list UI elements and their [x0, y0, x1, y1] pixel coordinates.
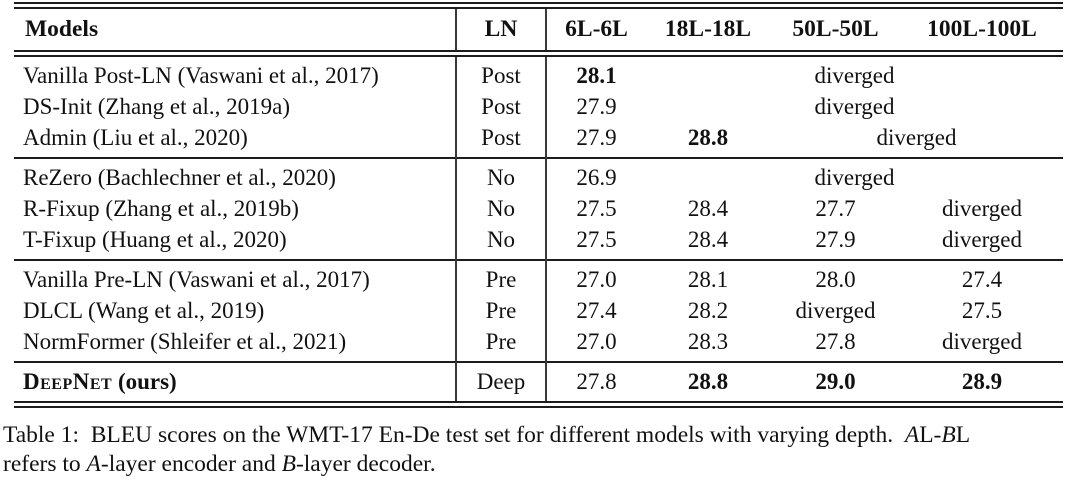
score-cell: 29.0	[815, 369, 856, 394]
table-row: T-Fixup (Huang et al., 2020) No 27.5 28.…	[14, 224, 1063, 260]
table-row: ReZero (Bachlechner et al., 2020) No 26.…	[14, 158, 1063, 193]
deepnet-section: DeepNet (ours) Deep 27.8 28.8 29.0 28.9	[14, 362, 1063, 405]
diverged-cell: diverged	[941, 196, 1023, 221]
model-cell: DeepNet (ours)	[14, 362, 457, 405]
score-cell: 28.4	[687, 227, 729, 252]
model-cell: R-Fixup (Zhang et al., 2019b)	[14, 193, 457, 224]
bleu-results-table: Models LN 6L-6L 18L-18L 50L-50L 100L-100…	[14, 2, 1063, 408]
ln-cell: Pre	[456, 295, 547, 326]
score-cell: 28.1	[687, 267, 729, 292]
diverged-cell: diverged	[814, 94, 895, 119]
header-50l: 50L-50L	[792, 16, 879, 42]
ln-cell: Post	[456, 122, 547, 158]
diverged-cell: diverged	[941, 329, 1023, 354]
header-ln: LN	[456, 5, 547, 54]
score-cell: 27.5	[961, 298, 1003, 323]
header-row: Models LN 6L-6L 18L-18L 50L-50L 100L-100…	[14, 5, 1063, 54]
score-cell: 27.4	[961, 267, 1003, 292]
header-6l: 6L-6L	[565, 16, 628, 42]
ln-cell: Post	[456, 91, 547, 122]
deepnet-suffix: (ours)	[112, 369, 177, 394]
score-cell: 27.8	[576, 369, 617, 394]
score-cell: 27.9	[576, 94, 617, 119]
table-header: Models LN 6L-6L 18L-18L 50L-50L 100L-100…	[14, 5, 1063, 54]
score-cell: 27.9	[815, 227, 856, 252]
table-row: DeepNet (ours) Deep 27.8 28.8 29.0 28.9	[14, 362, 1063, 405]
model-cell: Admin (Liu et al., 2020)	[14, 122, 457, 158]
ln-cell: Post	[456, 53, 547, 91]
caption-line-2: refers to A-layer encoder and B-layer de…	[3, 451, 436, 477]
score-cell: 28.2	[687, 298, 729, 323]
ln-cell: No	[456, 193, 547, 224]
score-cell: 26.9	[576, 165, 617, 190]
score-cell: 27.9	[576, 125, 617, 150]
ln-cell: No	[456, 158, 547, 193]
model-cell: ReZero (Bachlechner et al., 2020)	[14, 158, 457, 193]
pre-ln-section: Vanilla Pre-LN (Vaswani et al., 2017) Pr…	[14, 260, 1063, 362]
table-row: Admin (Liu et al., 2020) Post 27.9 28.8 …	[14, 122, 1063, 158]
caption-line-1: Table 1: BLEU scores on the WMT-17 En-De…	[3, 422, 971, 448]
header-18l: 18L-18L	[664, 16, 752, 42]
model-cell: NormFormer (Shleifer et al., 2021)	[14, 326, 457, 362]
ln-cell: Deep	[456, 362, 547, 405]
diverged-cell: diverged	[814, 63, 895, 88]
diverged-cell: diverged	[941, 227, 1023, 252]
score-cell: 28.0	[815, 267, 856, 292]
score-cell: 27.0	[576, 329, 617, 354]
score-cell: 27.5	[576, 196, 617, 221]
model-cell: DS-Init (Zhang et al., 2019a)	[14, 91, 457, 122]
score-cell: 27.8	[815, 329, 856, 354]
table-row: Vanilla Post-LN (Vaswani et al., 2017) P…	[14, 53, 1063, 91]
score-cell: 28.3	[687, 329, 729, 354]
score-cell: 27.4	[576, 298, 617, 323]
deepnet-name: DeepNet	[23, 369, 113, 394]
score-cell: 28.9	[961, 369, 1003, 394]
score-cell: 28.1	[576, 63, 617, 88]
model-cell: DLCL (Wang et al., 2019)	[14, 295, 457, 326]
header-100l: 100L-100L	[927, 16, 1037, 42]
table-row: DLCL (Wang et al., 2019) Pre 27.4 28.2 d…	[14, 295, 1063, 326]
table-caption: Table 1: BLEU scores on the WMT-17 En-De…	[3, 421, 1080, 479]
score-cell: 28.4	[687, 196, 729, 221]
score-cell: 27.5	[576, 227, 617, 252]
no-ln-section: ReZero (Bachlechner et al., 2020) No 26.…	[14, 158, 1063, 260]
score-cell: 28.8	[687, 125, 729, 150]
model-cell: Vanilla Pre-LN (Vaswani et al., 2017)	[14, 260, 457, 295]
ln-cell: No	[456, 224, 547, 260]
post-ln-section: Vanilla Post-LN (Vaswani et al., 2017) P…	[14, 53, 1063, 158]
header-models: Models	[14, 5, 457, 54]
table-row: DS-Init (Zhang et al., 2019a) Post 27.9 …	[14, 91, 1063, 122]
diverged-cell: diverged	[876, 125, 957, 150]
score-cell: 27.7	[815, 196, 856, 221]
score-cell: 27.0	[576, 267, 617, 292]
score-cell: 28.8	[687, 369, 729, 394]
table-row: R-Fixup (Zhang et al., 2019b) No 27.5 28…	[14, 193, 1063, 224]
table-row: NormFormer (Shleifer et al., 2021) Pre 2…	[14, 326, 1063, 362]
ln-cell: Pre	[456, 260, 547, 295]
model-cell: Vanilla Post-LN (Vaswani et al., 2017)	[14, 53, 457, 91]
ln-cell: Pre	[456, 326, 547, 362]
model-cell: T-Fixup (Huang et al., 2020)	[14, 224, 457, 260]
diverged-cell: diverged	[814, 165, 895, 190]
table-row: Vanilla Pre-LN (Vaswani et al., 2017) Pr…	[14, 260, 1063, 295]
diverged-cell: diverged	[795, 298, 876, 323]
